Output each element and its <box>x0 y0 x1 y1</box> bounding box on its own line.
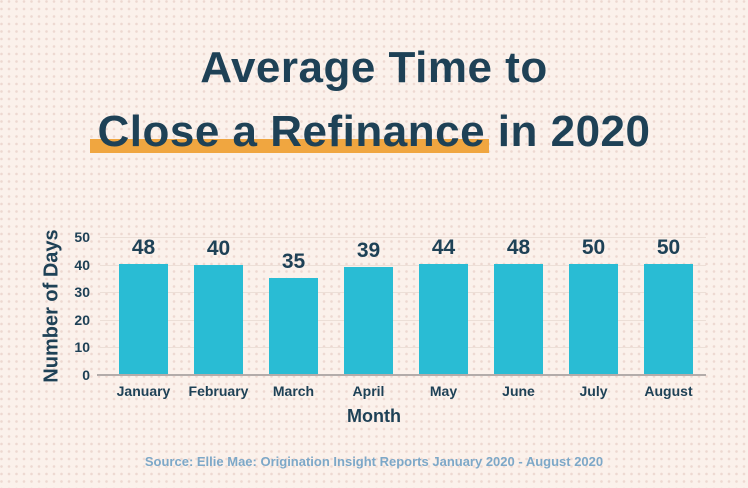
y-axis-tick-label: 50 <box>74 229 90 245</box>
x-axis-category-label: March <box>272 383 315 399</box>
highlighted-title-text: Close a Refinance <box>97 107 486 156</box>
bar-value-label: 40 <box>206 236 231 260</box>
y-axis-tick-label: 40 <box>74 256 90 273</box>
bar <box>569 264 618 375</box>
title-line2-rest: in 2020 <box>485 107 651 156</box>
x-axis-category-label: April <box>352 383 385 399</box>
y-axis-tick-label: 20 <box>74 311 90 328</box>
bars-row: 48 January 40 February 35 March 39 April 44 May 48… <box>106 236 706 399</box>
bar-value-label: 48 <box>506 236 531 259</box>
bar-column: 50 July <box>556 236 631 399</box>
gridline <box>100 347 706 349</box>
bar <box>344 267 393 375</box>
x-axis-category-label: May <box>429 383 458 399</box>
y-axis-tick-label: 10 <box>74 339 90 356</box>
bar <box>494 264 543 375</box>
bar <box>119 264 168 375</box>
source-citation: Source: Ellie Mae: Origination Insight R… <box>144 454 604 469</box>
bar <box>269 278 318 375</box>
x-axis-category-label: January <box>116 383 171 399</box>
bar-value-label: 50 <box>581 236 606 259</box>
bar <box>644 264 693 375</box>
bar-chart: Number of Days 0 10 20 30 40 50 48 January 40 Fe… <box>0 229 748 457</box>
x-axis-category-label: June <box>502 383 535 399</box>
bar-value-label: 48 <box>131 236 156 259</box>
gridline <box>100 237 706 238</box>
x-axis-category-label: February <box>188 383 249 399</box>
y-axis-tick-label: 0 <box>82 367 90 383</box>
bar <box>419 264 468 375</box>
bar-value-label: 44 <box>431 236 456 259</box>
gridline <box>100 292 706 294</box>
y-axis-tick-label: 30 <box>74 284 90 301</box>
bar-value-label: 50 <box>656 236 681 259</box>
chart-title-line1: Average Time to <box>200 43 548 92</box>
gridline <box>100 319 706 321</box>
bar-value-label: 39 <box>356 239 381 263</box>
bar-value-label: 35 <box>281 250 306 274</box>
x-axis-line <box>97 374 706 376</box>
bar <box>194 264 243 375</box>
y-axis-tick-labels: 0 10 20 30 40 50 <box>0 229 90 383</box>
bar-column: 39 April <box>331 237 406 399</box>
bar-column: 44 May <box>406 236 481 399</box>
x-axis-title: Month <box>347 406 401 426</box>
bar-column: 48 January <box>106 236 181 399</box>
plot-area: 48 January 40 February 35 March 39 April 44 May 48… <box>97 236 706 399</box>
chart-title-line2: Close a Refinance in 2020 <box>0 100 748 164</box>
x-axis-category-label: August <box>644 383 693 399</box>
bar-column: 40 February <box>181 236 256 399</box>
bar-column: 35 March <box>256 237 331 399</box>
x-axis-category-label: July <box>579 383 608 399</box>
bar-column: 48 June <box>481 236 556 399</box>
chart-title: Average Time to Close a Refinance in 202… <box>0 36 748 164</box>
gridline <box>100 264 706 266</box>
bar-column: 50 August <box>631 236 706 399</box>
